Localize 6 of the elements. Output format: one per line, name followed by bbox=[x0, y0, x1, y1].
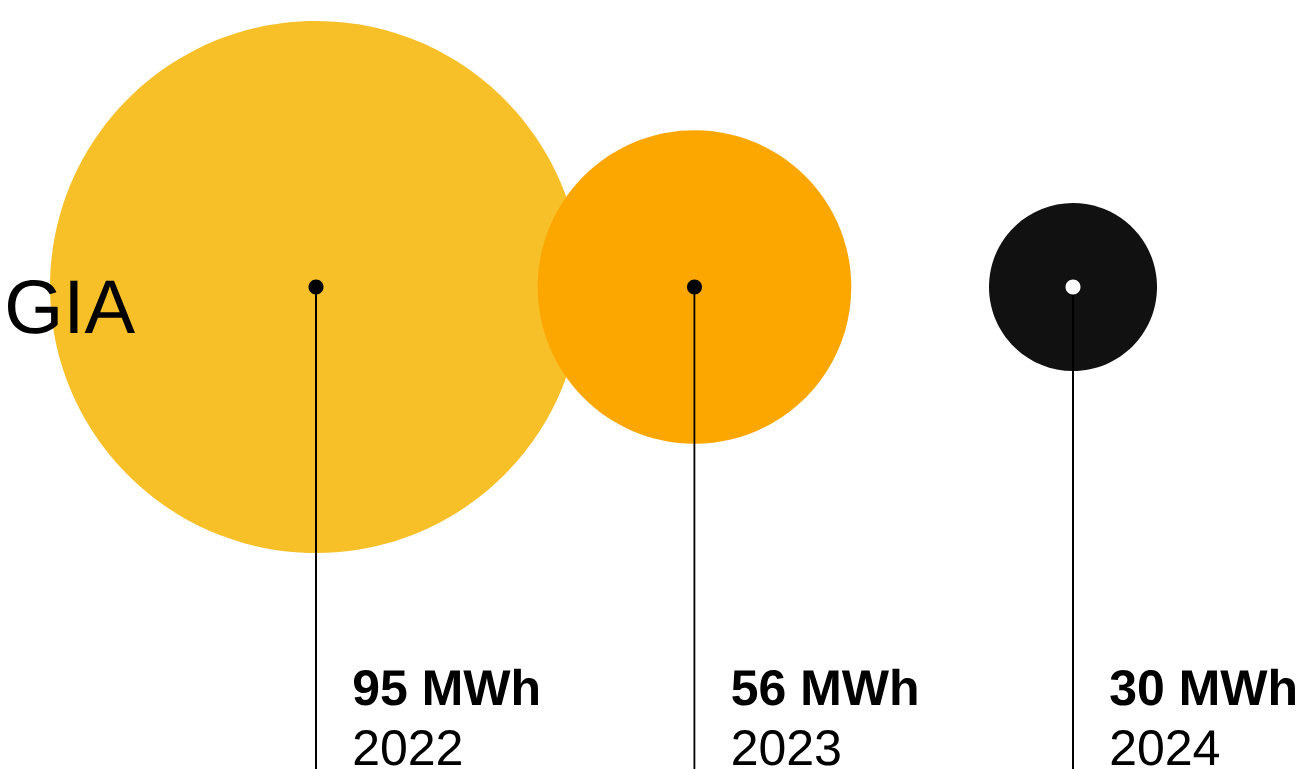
data-label: 30 MWh bbox=[1110, 668, 1295, 706]
category-label: 2023 bbox=[733, 730, 840, 766]
category-label: 2022 bbox=[354, 730, 461, 766]
data-label: 56 MWh bbox=[732, 668, 917, 706]
data-label: 95 MWh bbox=[353, 668, 538, 706]
category-label: 2024 bbox=[1111, 730, 1219, 766]
